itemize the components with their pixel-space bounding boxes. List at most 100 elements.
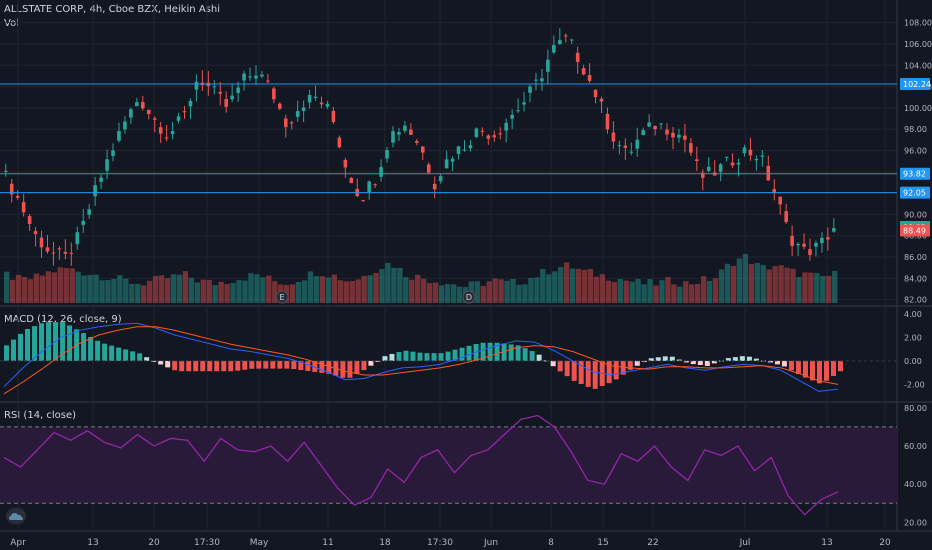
rsi-axis-label: 60.00 <box>904 442 927 451</box>
volume-bar <box>730 265 737 303</box>
macd-histogram-bar <box>529 351 535 361</box>
macd-histogram-bar <box>116 347 122 361</box>
time-axis-label: 20 <box>148 538 160 548</box>
candle-body <box>421 146 425 153</box>
volume-bar <box>683 281 689 303</box>
macd-histogram-bar <box>522 348 528 361</box>
macd-histogram-bar <box>550 360 556 367</box>
candle-body <box>808 249 812 255</box>
candle-body <box>498 133 503 135</box>
macd-histogram-bar <box>683 360 689 363</box>
candle-body <box>760 155 765 157</box>
volume-bar <box>325 277 332 303</box>
tradingview-logo[interactable] <box>6 508 26 524</box>
candle-body <box>4 170 8 172</box>
candle-body <box>754 158 759 161</box>
candle-body <box>665 129 669 135</box>
macd-histogram-bar <box>725 358 731 361</box>
volume-bar <box>21 277 28 303</box>
macd-histogram-bar <box>368 360 374 366</box>
macd-histogram-bar <box>795 360 801 375</box>
candle-body <box>826 237 830 240</box>
candle-body <box>301 107 306 112</box>
macd-histogram-bar <box>690 360 696 365</box>
chart-symbol-title[interactable]: ALLSTATE CORP, 4h, Cboe BZX, Heikin Ashi <box>4 4 220 15</box>
macd-histogram-bar <box>676 359 682 361</box>
candle-body <box>558 40 562 45</box>
volume-bar <box>802 272 808 303</box>
macd-histogram-bar <box>81 333 87 361</box>
candle-body <box>772 189 777 194</box>
macd-histogram-bar <box>249 360 255 369</box>
candle-body <box>450 158 455 162</box>
volume-bar <box>188 277 195 303</box>
volume-bar <box>230 283 236 303</box>
candle-body <box>266 80 270 82</box>
volume-bar <box>540 269 546 303</box>
volume-bar <box>826 275 832 303</box>
volume-bar <box>587 268 594 303</box>
volume-bar <box>313 276 320 303</box>
time-axis-label: 17:30 <box>194 538 220 548</box>
macd-histogram-bar <box>186 360 192 372</box>
volume-bar <box>33 273 40 303</box>
volume-bar <box>343 281 349 303</box>
price-tag <box>900 186 930 199</box>
volume-bar <box>677 286 683 303</box>
macd-axis-label: -2.00 <box>904 380 925 389</box>
volume-bar <box>522 284 528 303</box>
macd-histogram-bar <box>711 360 717 364</box>
candle-body <box>135 102 139 107</box>
candle-body <box>93 185 97 197</box>
volume-bar <box>546 274 552 303</box>
candle-body <box>325 103 330 107</box>
volume-bar <box>99 280 105 303</box>
volume-bar <box>39 275 46 303</box>
macd-histogram-bar <box>298 360 304 370</box>
volume-bar <box>218 281 224 303</box>
candle-body <box>164 137 169 139</box>
candle-body <box>170 131 175 134</box>
candle-body <box>409 129 413 135</box>
macd-histogram-bar <box>137 353 143 361</box>
candle-body <box>617 145 622 147</box>
candle-body <box>129 109 133 118</box>
macd-signal-line <box>3 326 839 395</box>
macd-histogram-bar <box>130 351 136 361</box>
candle-body <box>349 177 354 184</box>
macd-histogram-bar <box>788 360 794 371</box>
volume-bar <box>552 271 558 303</box>
macd-histogram-bar <box>571 360 577 381</box>
volume-bar <box>772 266 778 303</box>
rsi-label[interactable]: RSI (14, close) <box>4 410 77 421</box>
macd-label[interactable]: MACD (12, 26, close, 9) <box>4 314 122 325</box>
volume-label[interactable]: Vol <box>4 18 19 29</box>
price-tag-label: 92.05 <box>903 189 926 198</box>
candle-body <box>587 75 592 81</box>
candle-body <box>480 130 485 132</box>
volume-bar <box>105 280 111 303</box>
volume-bar <box>426 283 433 303</box>
volume-bar <box>93 274 99 303</box>
macd-histogram-bar <box>277 360 283 369</box>
candle-body <box>546 59 550 72</box>
volume-bar <box>295 282 302 303</box>
candle-body <box>331 110 336 123</box>
volume-bar <box>563 262 570 303</box>
candle-body <box>796 244 800 246</box>
volume-bar <box>135 283 141 303</box>
volume-bar <box>808 272 814 303</box>
candle-body <box>39 237 44 248</box>
macd-histogram-bar <box>256 360 262 369</box>
macd-histogram-bar <box>620 360 626 375</box>
candle-body <box>15 195 20 198</box>
macd-histogram-bar <box>830 360 836 376</box>
volume-bar <box>117 275 123 303</box>
macd-histogram-bar <box>585 360 591 387</box>
candle-body <box>438 176 443 182</box>
volume-bar <box>754 262 760 303</box>
candle-body <box>51 252 56 254</box>
candle-body <box>403 125 407 131</box>
volume-bar <box>832 270 838 303</box>
